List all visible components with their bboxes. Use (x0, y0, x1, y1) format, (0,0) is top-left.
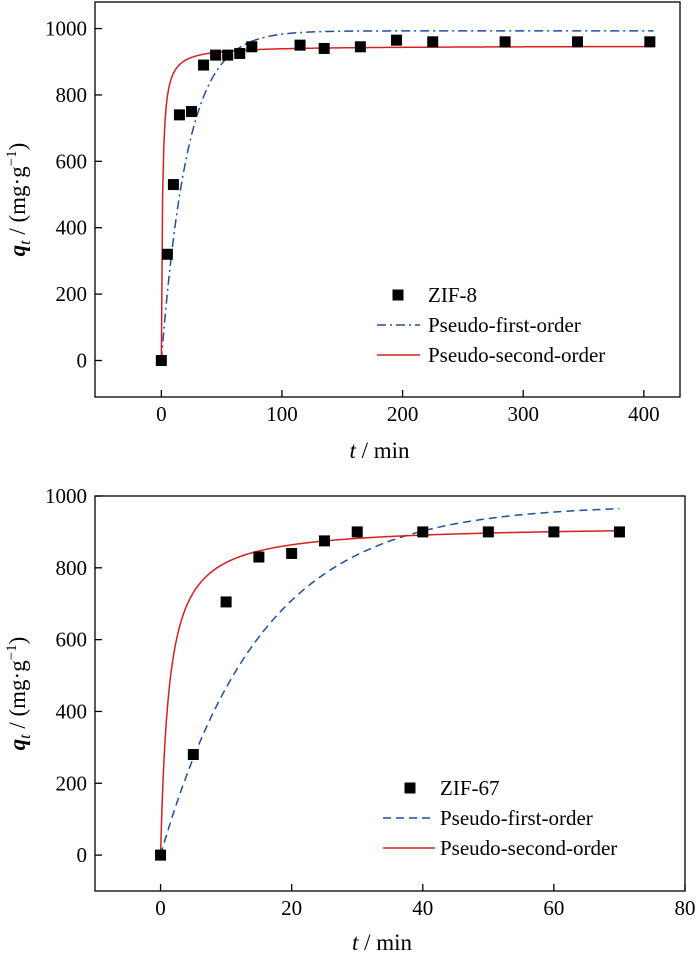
data-point (185, 106, 197, 118)
legend-label: Pseudo-first-order (428, 313, 581, 337)
x-tick-label: 300 (507, 402, 539, 426)
data-point (417, 526, 429, 538)
x-tick-label: 20 (281, 896, 302, 920)
chart-panel-top: 0 100 200 300 400 0 200 400 600 800 1000 t / min qt … (4, 1, 681, 463)
y-tick-label: 0 (77, 843, 88, 867)
data-point (246, 41, 258, 53)
series-line-second-order (159, 529, 620, 856)
x-axis-label: t / min (352, 930, 413, 955)
data-point (571, 36, 583, 48)
x-tick-label: 80 (675, 896, 696, 920)
x-tick-label: 400 (628, 402, 660, 426)
data-point (220, 596, 232, 608)
y-tick-label: 400 (56, 699, 88, 723)
data-point (391, 34, 403, 46)
plot-frame (94, 495, 686, 892)
legend-label: Pseudo-second-order (440, 836, 617, 860)
data-point (155, 849, 167, 861)
y-tick-label: 200 (56, 282, 88, 306)
y-tick-label: 400 (56, 216, 88, 240)
data-point (198, 59, 210, 71)
data-point (318, 535, 330, 547)
series-line-first-order (160, 30, 654, 361)
data-point (253, 551, 265, 563)
data-point (351, 526, 363, 538)
x-tick-label: 0 (155, 896, 166, 920)
legend-label: Pseudo-second-order (428, 343, 605, 367)
y-tick-label: 600 (56, 149, 88, 173)
y-tick-label: 600 (56, 628, 88, 652)
data-point (499, 36, 511, 48)
data-point (482, 526, 494, 538)
data-point (644, 36, 656, 48)
legend-marker (404, 782, 416, 794)
legend-label: ZIF-8 (428, 283, 477, 307)
data-point (354, 41, 366, 53)
data-point (167, 179, 179, 191)
data-point (318, 42, 330, 54)
legend-label: ZIF-67 (440, 776, 500, 800)
data-point (161, 248, 173, 260)
data-point (234, 47, 246, 59)
data-point (155, 354, 167, 366)
y-tick-label: 1000 (45, 17, 87, 41)
y-tick-label: 200 (56, 771, 88, 795)
x-axis-label: t / min (349, 438, 410, 463)
plot-frame (94, 1, 681, 398)
data-point (173, 109, 185, 121)
y-axis-label: qt / (mg·g−1) (4, 143, 34, 257)
y-axis-label: qt / (mg·g−1) (4, 637, 34, 751)
data-point (613, 526, 625, 538)
data-point (286, 547, 298, 559)
x-tick-label: 0 (156, 402, 167, 426)
y-tick-label: 800 (56, 83, 88, 107)
data-point (222, 49, 234, 61)
x-tick-label: 200 (387, 402, 419, 426)
legend-label: Pseudo-first-order (440, 806, 593, 830)
legend-marker (392, 289, 404, 301)
data-point (187, 749, 199, 761)
data-point (548, 526, 560, 538)
data-point (294, 39, 306, 51)
data-point (427, 36, 439, 48)
y-tick-label: 800 (56, 556, 88, 580)
x-tick-label: 40 (412, 896, 433, 920)
x-tick-label: 100 (266, 402, 298, 426)
y-tick-label: 0 (77, 348, 88, 372)
x-tick-label: 60 (543, 896, 564, 920)
y-tick-label: 1000 (45, 484, 87, 508)
data-point (210, 49, 222, 61)
series-line-first-order (159, 507, 620, 856)
